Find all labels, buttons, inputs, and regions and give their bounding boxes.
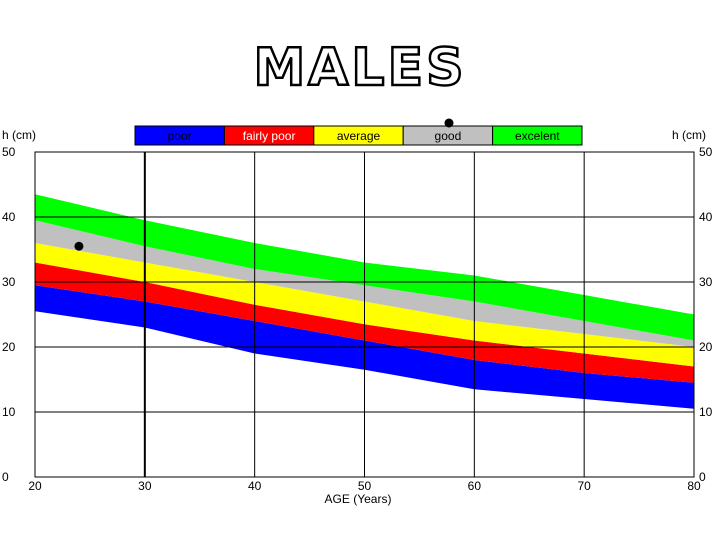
y-tick-label-left: 10	[2, 405, 16, 419]
legend-label-average: average	[337, 129, 381, 143]
x-tick-label: 30	[138, 479, 152, 493]
plot-frame	[34, 151, 695, 478]
legend-marker-dot	[444, 118, 454, 128]
y-tick-label-right: 50	[699, 145, 713, 159]
legend-label-excelent: excelent	[515, 129, 560, 143]
x-axis-title: AGE (Years)	[325, 492, 392, 506]
y-tick-label-left: 50	[2, 145, 16, 159]
x-tick-label: 40	[248, 479, 262, 493]
y-tick-label-left: 20	[2, 340, 16, 354]
x-tick-label: 70	[577, 479, 591, 493]
y-axis-title-left: h (cm)	[2, 128, 36, 142]
y-tick-label-right: 20	[699, 340, 713, 354]
legend-swatch-excelent	[492, 125, 583, 146]
x-tick-label: 60	[468, 479, 482, 493]
legend-label-poor: poor	[168, 129, 192, 143]
band-good	[35, 220, 694, 347]
legend-label-fairly-poor: fairly poor	[243, 129, 296, 143]
data-point	[74, 241, 84, 251]
y-tick-label-left: 30	[2, 275, 16, 289]
legend-label-good: good	[435, 129, 462, 143]
y-tick-label-right: 40	[699, 210, 713, 224]
y-axis-title-right: h (cm)	[672, 128, 706, 142]
band-fairly-poor	[35, 262, 694, 383]
y-tick-label-left: 40	[2, 210, 16, 224]
y-tick-label-left: 0	[2, 470, 9, 484]
x-tick-label: 50	[358, 479, 372, 493]
y-tick-label-right: 0	[699, 470, 706, 484]
y-tick-label-right: 30	[699, 275, 713, 289]
y-tick-label-right: 10	[699, 405, 713, 419]
chart-title: MALES	[253, 38, 466, 98]
x-tick-label: 20	[28, 479, 42, 493]
x-tick-label: 80	[687, 479, 701, 493]
